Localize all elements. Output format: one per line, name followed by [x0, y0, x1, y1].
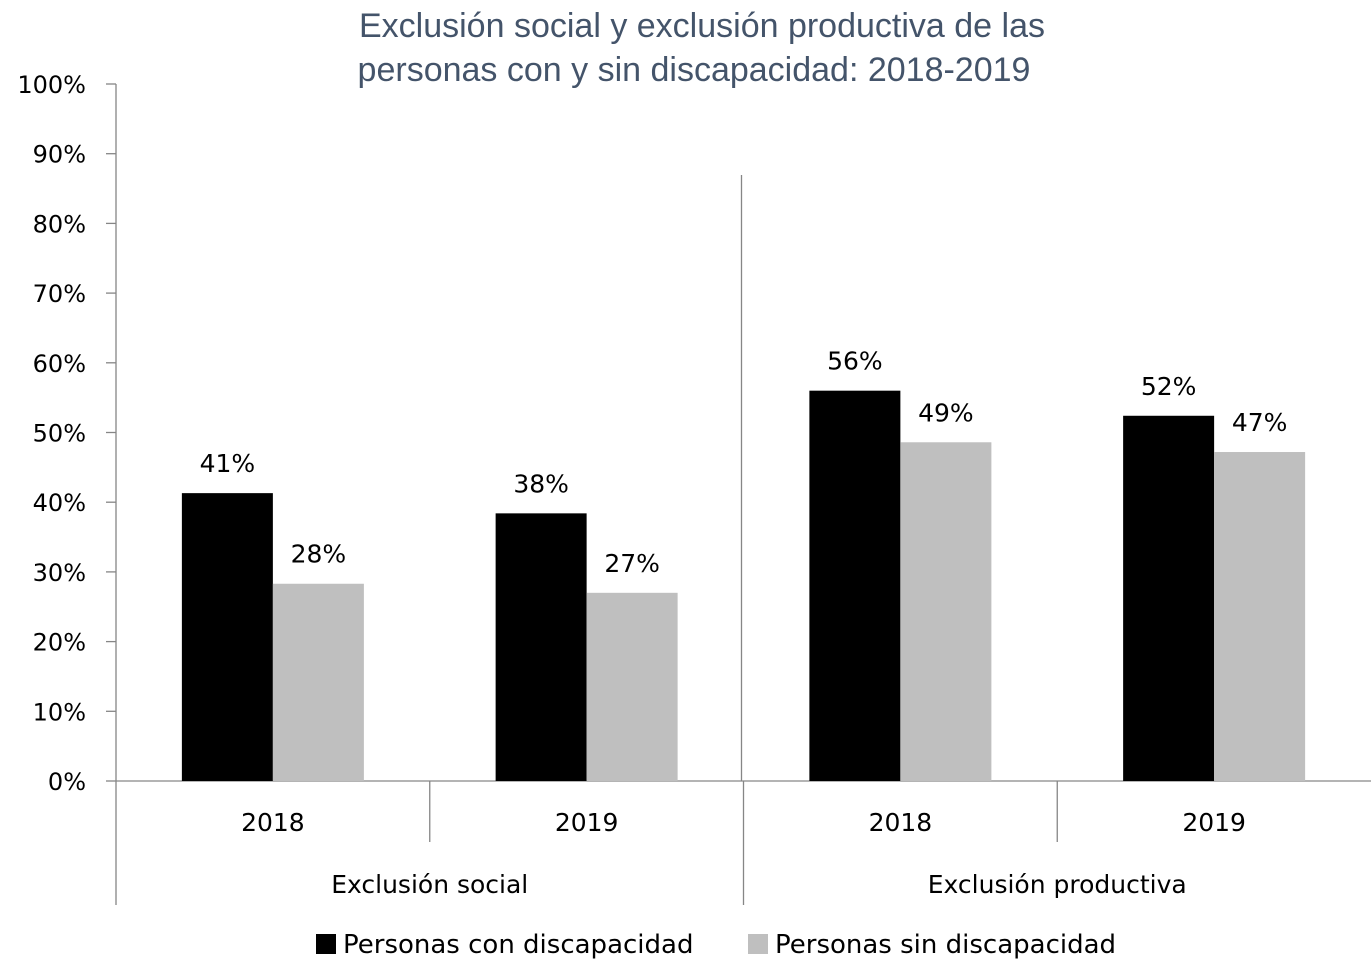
- y-tick-label: 100%: [17, 71, 86, 99]
- y-tick-label: 20%: [33, 629, 86, 657]
- chart-title: Exclusión social y exclusión productiva …: [358, 7, 1045, 89]
- data-label: 41%: [200, 449, 256, 478]
- x-group-label: Exclusión social: [331, 870, 528, 899]
- y-tick-label: 0%: [48, 768, 86, 796]
- y-tick-label: 80%: [33, 210, 86, 238]
- bar-con-discapacidad: [1123, 415, 1215, 781]
- y-tick-label: 10%: [33, 698, 86, 726]
- bar-con-discapacidad: [181, 493, 273, 781]
- x-category-label: 2018: [869, 808, 933, 837]
- x-category-label: 2018: [241, 808, 305, 837]
- bar-con-discapacidad: [495, 513, 587, 781]
- data-label: 47%: [1232, 408, 1288, 437]
- bar-sin-discapacidad: [272, 583, 364, 781]
- data-label: 27%: [604, 549, 660, 578]
- data-label: 49%: [918, 398, 974, 427]
- legend-swatch-con: [316, 934, 336, 954]
- x-category-label: 2019: [1182, 808, 1246, 837]
- legend-label-sin: Personas sin discapacidad: [775, 930, 1116, 960]
- bar-sin-discapacidad: [586, 592, 678, 781]
- data-label: 28%: [291, 540, 347, 569]
- plot-area: 0% 10% 20% 30% 40% 50% 60% 70% 80% 90% 100% 2018 41%…: [17, 71, 1371, 905]
- legend-swatch-sin: [748, 934, 768, 954]
- bar-sin-discapacidad: [1214, 452, 1306, 781]
- data-label: 38%: [513, 469, 569, 498]
- x-category-label: 2019: [555, 808, 619, 837]
- y-tick-label: 60%: [33, 350, 86, 378]
- bar-con-discapacidad: [809, 390, 901, 781]
- y-tick-label: 50%: [33, 420, 86, 448]
- chart-title-line-1: Exclusión social y exclusión productiva …: [359, 7, 1045, 45]
- chart-title-line-2: personas con y sin discapacidad: 2018-20…: [358, 51, 1031, 89]
- y-tick-label: 40%: [33, 489, 86, 517]
- data-label: 56%: [827, 347, 883, 376]
- y-tick-label: 30%: [33, 559, 86, 587]
- legend-label-con: Personas con discapacidad: [343, 930, 693, 960]
- y-tick-label: 70%: [33, 280, 86, 308]
- x-group-label: Exclusión productiva: [928, 870, 1187, 899]
- data-label: 52%: [1141, 372, 1197, 401]
- y-tick-label: 90%: [33, 141, 86, 169]
- bar-sin-discapacidad: [900, 442, 992, 781]
- legend: Personas con discapacidad Personas sin d…: [316, 930, 1116, 960]
